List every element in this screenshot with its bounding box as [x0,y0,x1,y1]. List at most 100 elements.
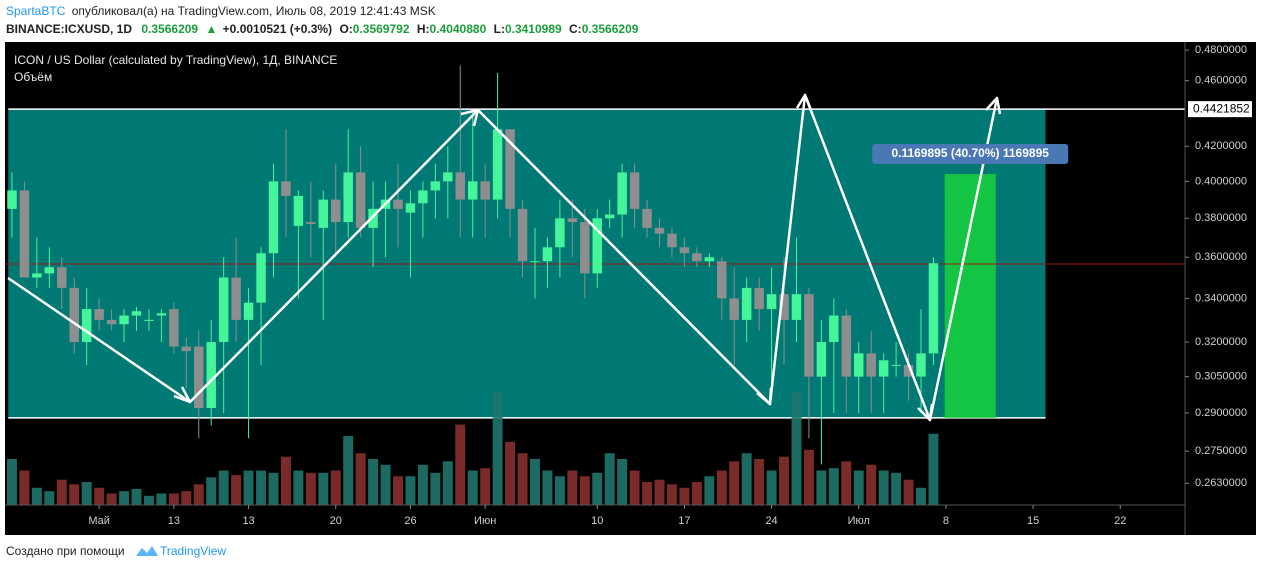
candle-body [368,208,378,228]
volume-bar [119,491,130,505]
candle-body [866,353,876,377]
volume-bar [368,459,379,505]
volume-bar [106,493,117,505]
volume-bar [330,470,341,505]
h: 0.4040880 [430,22,487,36]
candle-body [343,172,353,223]
volume-bar [629,470,640,505]
symbol: BINANCE:ICXUSD, 1D [6,22,132,36]
candle-body [106,319,117,325]
candle-body [405,203,416,213]
volume-bar [779,456,790,505]
volume-bar [193,484,204,505]
volume-bar [305,472,316,505]
volume-bar [866,464,877,505]
candle-body [916,353,926,377]
volume-bar [81,482,92,505]
price-label-box [1188,101,1252,118]
candle-body [604,214,615,219]
volume-bar [903,479,914,505]
candle-body [717,261,727,299]
volume-bar [716,470,727,505]
candle-body [766,294,777,310]
volume-bar [143,495,154,505]
volume-bar [617,459,628,505]
header-line-1: SpartaBTC опубликовал(а) на TradingView.… [6,4,436,18]
volume-bar [455,424,466,505]
volume-bar [480,468,491,505]
volume-bar [529,459,540,505]
candle-body [928,263,939,354]
candle-body [69,287,79,343]
volume-bar [343,436,354,505]
measure-box [944,174,996,418]
candle-body [505,129,515,209]
volume-bar [666,484,677,505]
arrow-head [173,386,192,404]
volume-bar [679,487,690,505]
y-tick-label: 0.2630000 [1195,477,1247,489]
x-tick-label: 13 [242,515,254,527]
candle-body [256,253,266,303]
candle-body [580,222,590,274]
candle-body [692,253,702,262]
volume-bar [891,472,902,505]
footer-brand[interactable]: TradingView [160,544,226,558]
candle-body [318,199,329,228]
candle-body [131,311,142,316]
measure-label: 0.1169895 (40.70%) 1169895 [891,146,1049,160]
candle-body [667,233,677,248]
candle-body [642,208,652,228]
volume-bar [268,472,279,505]
header-line-2: BINANCE:ICXUSD, 1D 0.3566209 ▲ +0.001052… [6,22,639,36]
y-tick-label: 0.4000000 [1195,175,1247,187]
volume-bar [56,479,67,505]
candle-body [181,346,192,352]
y-tick-label: 0.3400000 [1195,292,1247,304]
volume-bar [592,472,603,505]
candle-body [169,309,179,347]
x-tick-label: Июн [474,515,496,527]
price-label: 0.4421852 [1193,101,1250,115]
candle-body [455,172,465,200]
candle-body [754,287,764,310]
drawing-arrows [7,93,1002,422]
y-tick-label: 0.3600000 [1195,251,1247,263]
volume-bar [579,476,590,505]
volume-bar [791,392,802,505]
x-tick-label: 17 [678,515,690,527]
x-tick-label: 26 [404,515,416,527]
candle-body [492,129,503,200]
candle-body [306,222,316,225]
candle-body [7,190,17,209]
volume-bar [218,470,229,505]
volume-bar [505,441,516,505]
volume-bar [405,476,416,505]
volume-bar [318,472,329,505]
volume-bar [243,470,254,505]
volume-bar [803,449,814,505]
chart-title: ICON / US Dollar (calculated by TradingV… [14,53,337,67]
candle-body [81,309,92,343]
candle-body [903,364,914,377]
arrow-head [756,387,773,406]
volume-bar [31,487,42,505]
author[interactable]: SpartaBTC [6,4,66,18]
y-tick-label: 0.4800000 [1195,44,1247,56]
candle-body [741,287,752,320]
y-tick-label: 0.3200000 [1195,336,1247,348]
arrow-head [795,93,813,111]
candle-body [779,294,789,320]
l: 0.3410989 [505,22,562,36]
candle-body [729,298,739,320]
volume-bar [6,459,17,505]
candle-body [617,172,627,215]
volume-bar [44,491,55,505]
x-tick-label: Июл [848,515,870,527]
volume-bar [131,488,142,505]
volume-bar [766,470,777,505]
y-tick-label: 0.2750000 [1195,445,1247,457]
y-tick-label: 0.4600000 [1195,75,1247,87]
volume-bar [567,470,578,505]
